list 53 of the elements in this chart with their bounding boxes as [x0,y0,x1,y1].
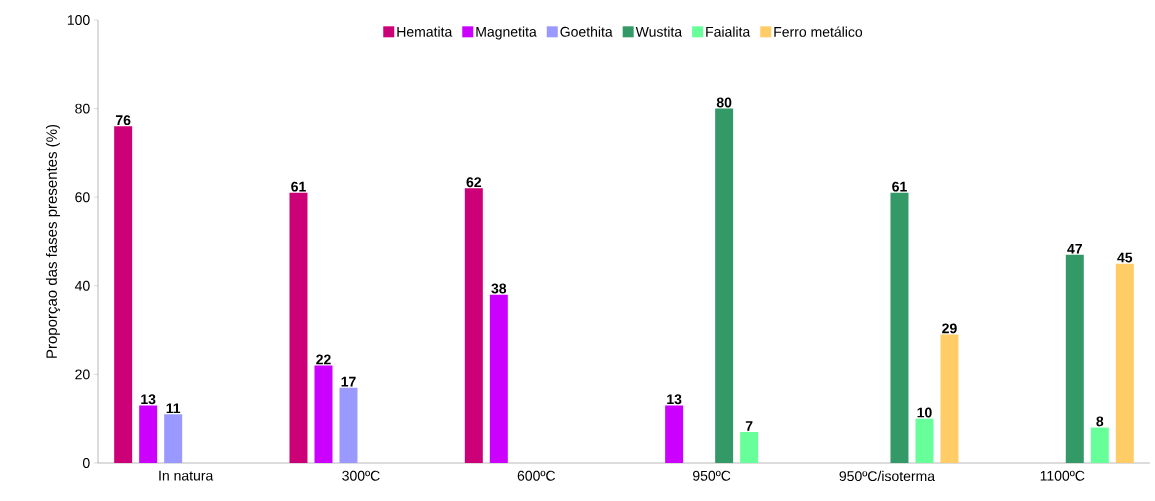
y-tick-label: 0 [82,458,90,468]
data-label: 7 [745,421,753,431]
bar [139,405,158,463]
bar [314,365,333,463]
bar [489,294,508,463]
x-tick-label: 950ºC [693,470,731,481]
legend-label: Hematita [397,26,453,37]
bar [289,192,308,463]
bar [1065,254,1084,463]
bar [1090,427,1109,463]
x-tick-label: 300ºC [342,470,380,481]
data-label: 8 [1096,416,1104,427]
legend-label: Faialita [706,26,751,37]
y-tick-label: 80 [75,103,90,114]
data-label: 13 [667,394,682,405]
x-tick-label: 1100ºC [1040,470,1085,481]
bar [915,418,934,463]
legend-label: Wustita [635,26,683,37]
data-label: 13 [141,394,156,405]
data-label: 45 [1117,252,1133,263]
legend-label: Goethita [560,26,613,37]
legend-label: Ferro metálico [774,26,863,37]
data-label: 29 [942,323,957,334]
data-label: 61 [892,181,907,192]
y-tick-label: 40 [74,280,90,291]
x-tick-label: 950ºC/isoterma [839,470,936,482]
x-tick-label: 600ºC [517,470,556,481]
data-label: 76 [115,115,131,126]
y-axis-title: Proporçao das fases presentes (%) [45,124,60,358]
data-label: 38 [491,283,507,294]
data-label: 61 [291,181,306,192]
legend-label: Magnetita [476,26,537,40]
data-label: 62 [466,177,482,188]
y-tick-label: 20 [75,369,90,380]
y-tick-label: 60 [75,192,90,203]
bar [715,108,734,463]
bar [1115,263,1134,463]
data-label: 22 [316,354,331,365]
bar [164,414,183,463]
data-label: 17 [341,376,356,387]
bar [464,188,483,463]
data-label: 80 [716,97,732,108]
y-tick-label: 100 [67,15,90,25]
bar [339,387,358,463]
bar [740,431,759,463]
bar [114,126,133,463]
x-tick-label: In natura [159,470,214,481]
bar [665,405,684,463]
bar [890,192,909,463]
data-label: 47 [1067,243,1082,254]
data-label: 11 [166,403,181,414]
bar [940,334,959,463]
data-label: 10 [917,407,932,418]
